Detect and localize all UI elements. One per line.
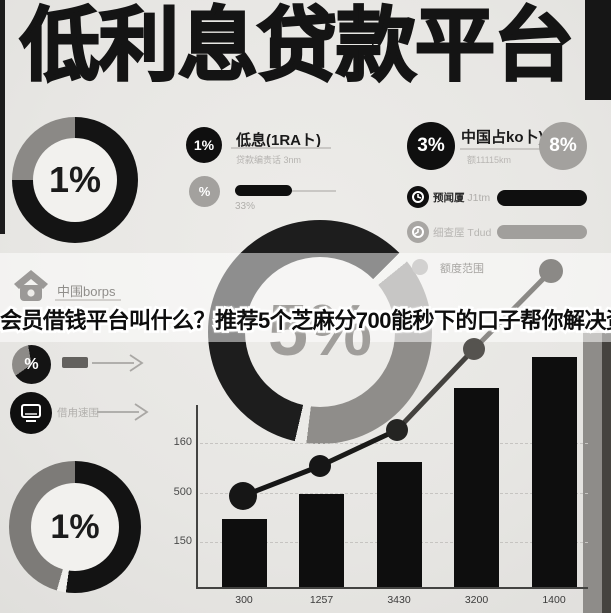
monitor-icon: [10, 392, 52, 434]
china-subtext: 额11115km: [467, 155, 512, 165]
donut-chart-top-left: 1%: [12, 117, 138, 243]
chart-x-axis: [196, 587, 588, 589]
row1-label: 预闻厦 J1tm: [433, 192, 491, 204]
bar: [221, 519, 267, 587]
banner-headline-text: 会员借钱平台叫什么？推荐5个芝麻分700能秒下的口子帮你解决资金: [0, 308, 611, 333]
y-axis-tick-label: 160: [173, 436, 192, 448]
donut-center-value: 5%: [267, 291, 373, 371]
x-axis-tick-label: 3430: [387, 594, 411, 606]
timer-icon: [407, 221, 429, 243]
percent-badge-1: 1%: [186, 127, 222, 163]
percent-badge-3: 3%: [407, 122, 455, 170]
progress-caption: 33%: [235, 201, 256, 212]
mini-bar: [62, 357, 88, 368]
stat-bar-black: [497, 190, 587, 206]
arrow-right-icon: [97, 403, 149, 421]
top-right-block: [585, 0, 611, 100]
stat-bar-gray: [497, 225, 587, 239]
line-point: [309, 455, 331, 477]
low-interest-heading: 低息(1RAト): [236, 132, 321, 149]
divider: [55, 299, 121, 301]
left-edge-bar: [0, 0, 5, 234]
bar: [376, 462, 422, 587]
china-heading: 中国占ko卜): [461, 129, 544, 146]
page-title: 低利息贷款平台: [19, 0, 576, 91]
right-edge-dark-band: [602, 333, 611, 613]
donut-top-left-value: 1%: [33, 138, 117, 222]
row2-label: 细查厔 Tdud: [433, 227, 492, 239]
x-axis-tick-label: 3200: [464, 594, 489, 606]
line-point: [229, 482, 257, 510]
clock-icon: [407, 186, 429, 208]
divider: [231, 147, 331, 149]
low-interest-subtext: 贷款编贵话 3nm: [236, 155, 302, 165]
x-axis-tick-label: 300: [235, 594, 253, 606]
line-point: [386, 419, 408, 441]
arrow-right-icon: [92, 354, 144, 372]
legend-label: 额度范围: [440, 263, 484, 275]
percent-badge-2: %: [189, 176, 220, 207]
percent-badge-8: 8%: [539, 122, 587, 170]
progress-bar-black: [235, 185, 292, 196]
bar: [299, 494, 344, 587]
gridline: [200, 443, 588, 444]
left-row2-label: 借甪速围: [57, 407, 99, 419]
progress-track: [292, 190, 336, 192]
bar: [454, 388, 499, 587]
y-axis-tick-label: 150: [173, 535, 192, 547]
y-axis-tick-label: 500: [173, 486, 192, 498]
home-platform-label: 中围borps: [57, 284, 116, 299]
chart-y-axis: [196, 405, 198, 589]
divider: [460, 148, 550, 150]
bar: [531, 357, 577, 587]
x-axis-tick-label: 1400: [542, 594, 566, 606]
donut-bottom-left-value: 1%: [31, 483, 119, 571]
x-axis-tick-label: 1257: [309, 594, 334, 606]
banner-headline: 会员借钱平台叫什么？推荐5个芝麻分700能秒下的口子帮你解决资金 会员借钱平台叫…: [0, 303, 611, 336]
line-segment: [242, 463, 321, 499]
percent-pie-icon: %: [12, 345, 51, 384]
donut-chart-bottom-left: 1%: [9, 461, 141, 593]
